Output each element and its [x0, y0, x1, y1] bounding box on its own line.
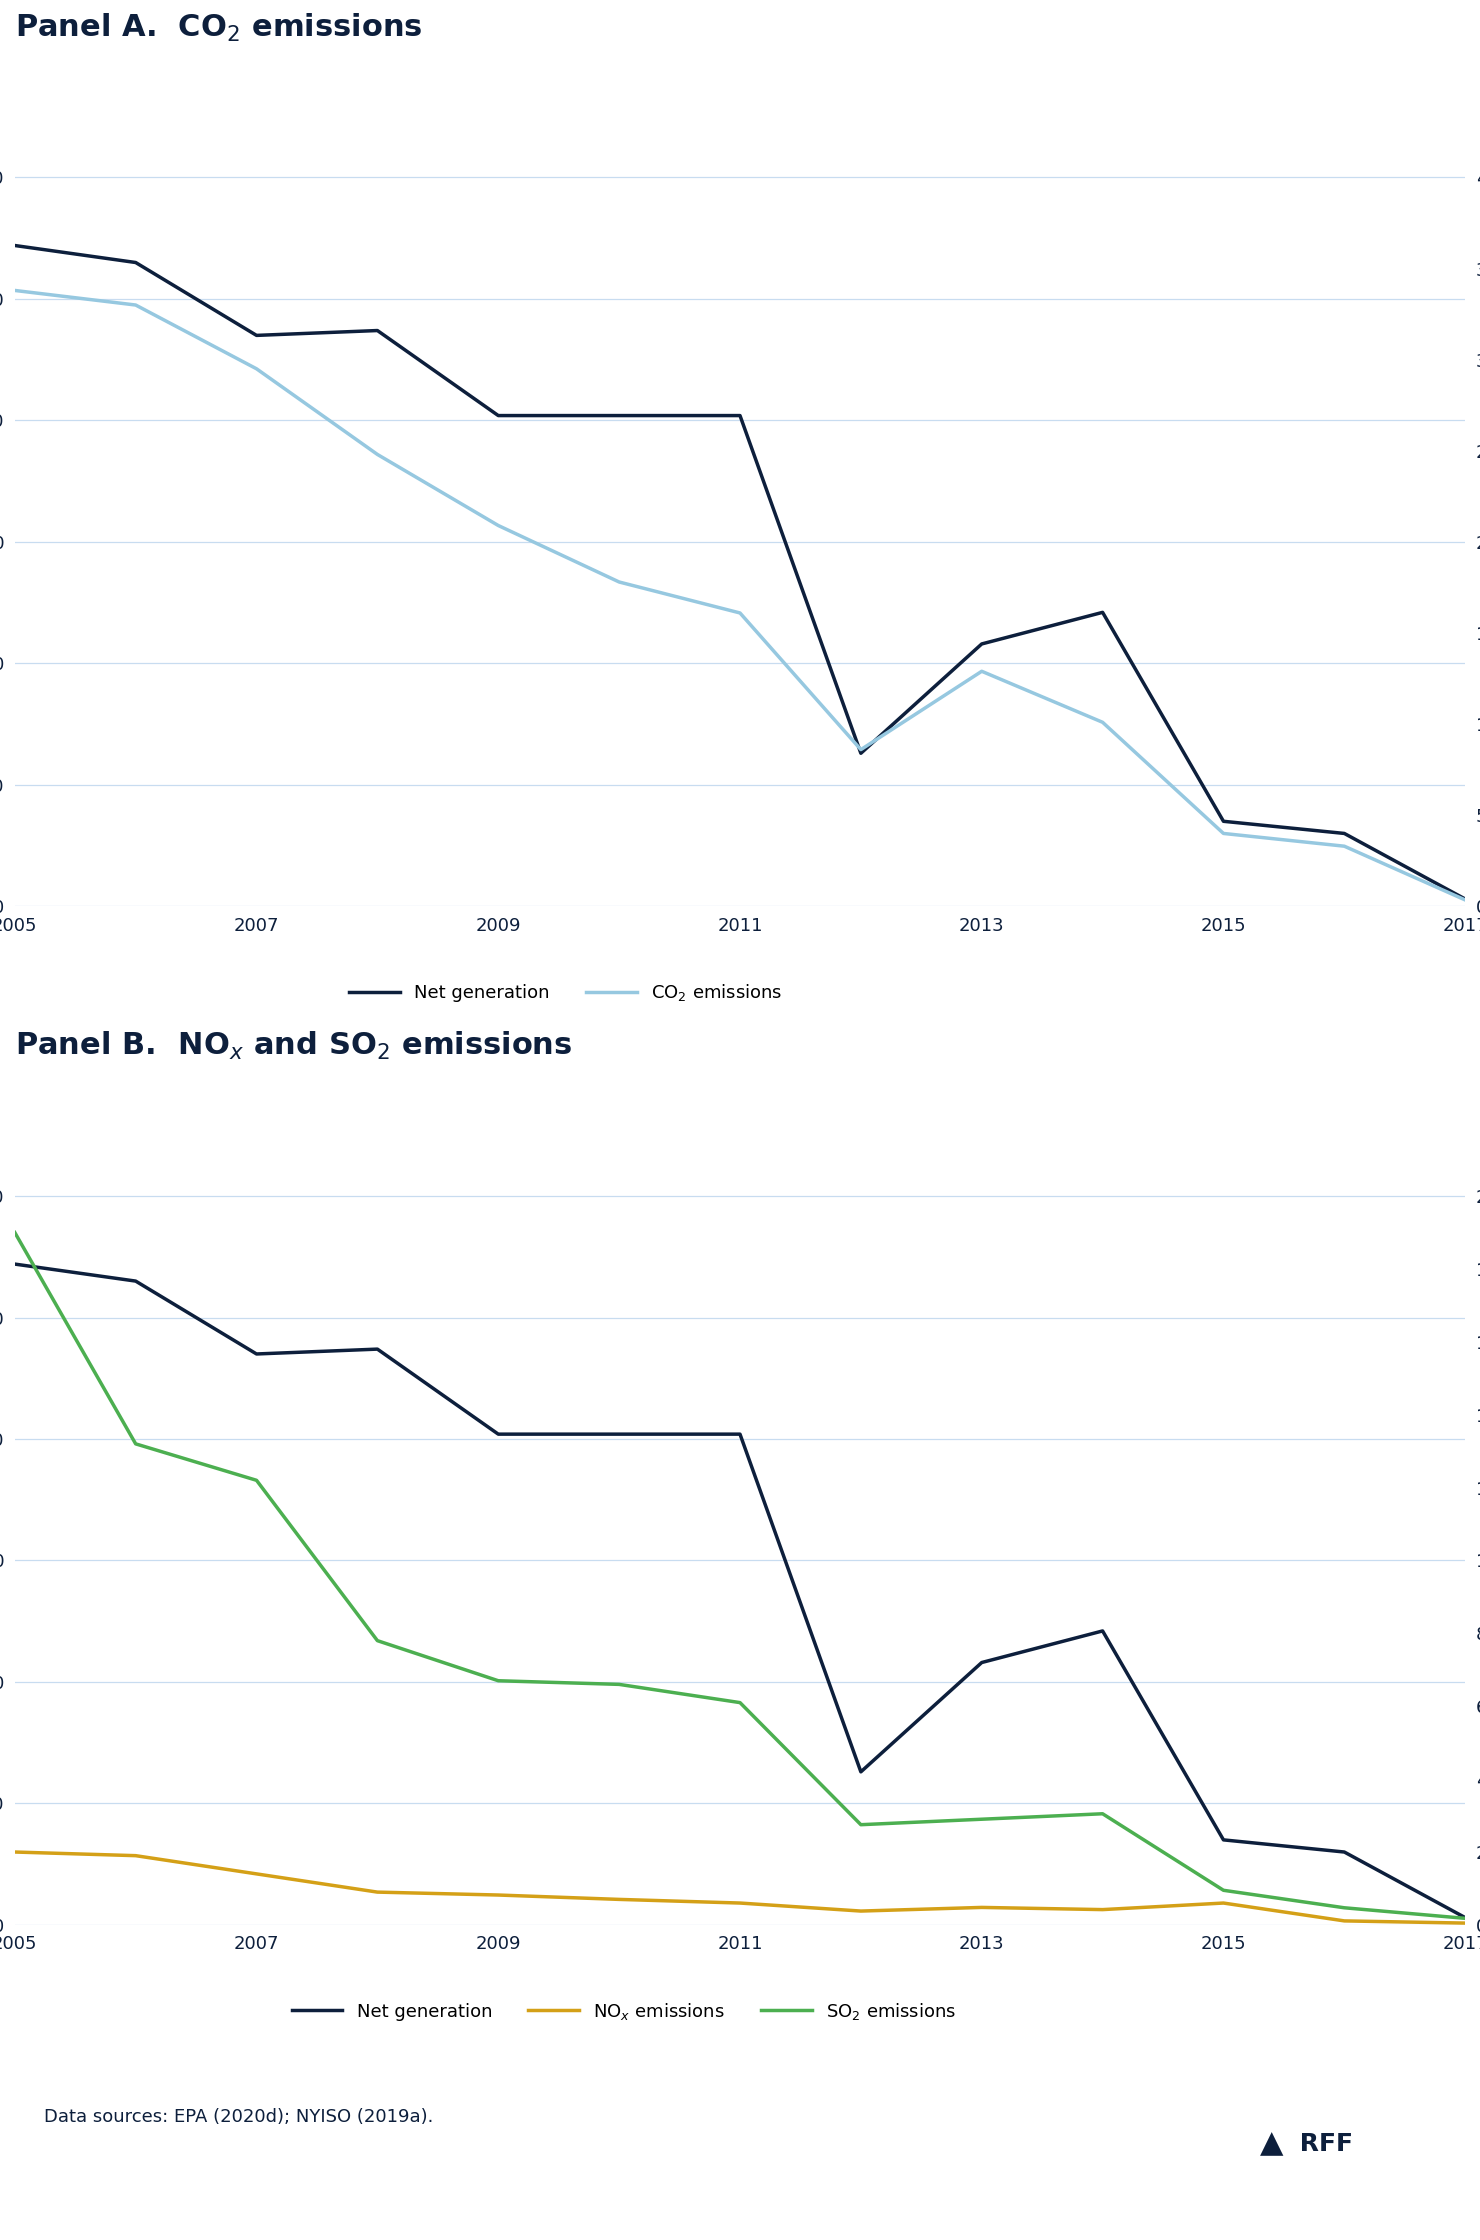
Legend: Net generation, NO$_x$ emissions, SO$_2$ emissions: Net generation, NO$_x$ emissions, SO$_2$…: [284, 1994, 963, 2029]
Legend: Net generation, CO$_2$ emissions: Net generation, CO$_2$ emissions: [342, 974, 790, 1010]
Text: Data sources: EPA (2020d); NYISO (2019a).: Data sources: EPA (2020d); NYISO (2019a)…: [44, 2108, 434, 2126]
Text: Panel B.  NO$_x$ and SO$_2$ emissions: Panel B. NO$_x$ and SO$_2$ emissions: [15, 1030, 573, 1062]
Text: Panel A.  CO$_2$ emissions: Panel A. CO$_2$ emissions: [15, 11, 422, 43]
Text: RFF: RFF: [1291, 2132, 1353, 2157]
Text: ▲: ▲: [1261, 2130, 1285, 2159]
